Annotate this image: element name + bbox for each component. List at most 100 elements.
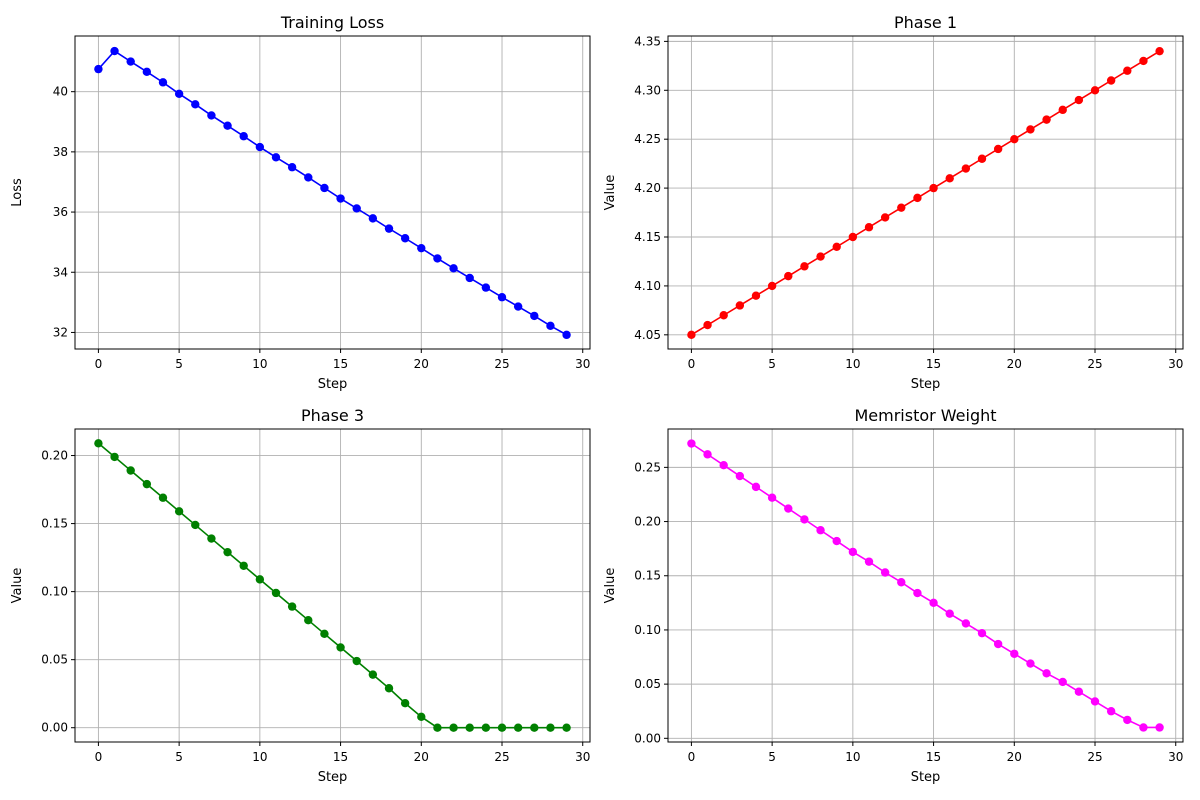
data-point (546, 723, 555, 732)
data-point (530, 723, 539, 732)
y-tick-label: 4.20 (634, 181, 661, 195)
y-tick-label: 0.05 (41, 653, 68, 667)
x-tick-label: 10 (845, 357, 860, 371)
data-point (848, 232, 858, 242)
x-tick-label: 10 (252, 750, 267, 764)
data-point (255, 142, 265, 152)
data-point (800, 515, 809, 524)
data-point (719, 311, 728, 320)
data-point (513, 302, 523, 311)
data-point (800, 262, 809, 271)
data-point (417, 712, 426, 722)
y-tick-label: 4.35 (634, 34, 661, 48)
data-point (94, 439, 103, 448)
data-point (239, 561, 248, 570)
data-point (191, 100, 200, 109)
data-point (1026, 125, 1035, 134)
data-point (977, 154, 987, 163)
y-tick-label: 0.10 (41, 585, 68, 599)
data-point (158, 78, 168, 87)
y-tick-label: 0.15 (634, 569, 661, 583)
data-point (530, 311, 539, 321)
y-tick-label: 4.25 (634, 132, 661, 146)
data-point (961, 619, 971, 628)
data-point (703, 320, 712, 330)
data-point (767, 493, 777, 502)
data-point (320, 629, 329, 639)
plot-frame (74, 428, 591, 743)
x-tick-label: 0 (95, 750, 103, 764)
x-tick-label: 15 (333, 357, 348, 371)
data-point (174, 89, 184, 98)
y-tick-label: 0.20 (634, 515, 661, 529)
data-point (207, 534, 216, 543)
data-point (929, 598, 938, 608)
chart-title: Training Loss (280, 13, 384, 32)
y-tick-label: 0.10 (634, 623, 661, 637)
data-point (897, 203, 906, 212)
data-point (751, 291, 761, 300)
data-point (1074, 95, 1084, 105)
data-point (1042, 115, 1051, 124)
series-line (97, 50, 567, 336)
data-point (993, 639, 1003, 649)
y-axis-label: Value (603, 568, 618, 604)
data-point (880, 568, 890, 577)
data-point (1123, 66, 1132, 75)
x-tick-label: 10 (252, 357, 267, 371)
chart-phase-1: 0 5 10 15 20 25 30 4.05 4.10 4.15 4.20 4.25 4.30 4.35… (603, 13, 1184, 392)
data-point (465, 273, 474, 283)
data-point (320, 183, 329, 193)
data-point (368, 670, 378, 679)
series-line (97, 442, 567, 729)
y-tick-label: 0.25 (634, 460, 661, 474)
data-point (400, 234, 410, 243)
data-point (1139, 56, 1148, 66)
data-point (368, 214, 378, 223)
y-tick-label: 4.15 (634, 230, 661, 244)
plot-frame (667, 428, 1184, 743)
y-axis-label: Loss (10, 178, 25, 207)
data-point (449, 264, 458, 273)
x-axis-label: Step (318, 770, 348, 785)
data-point (497, 723, 507, 732)
data-point (816, 252, 825, 261)
x-tick-label: 20 (414, 357, 429, 371)
data-point (913, 193, 922, 203)
data-point (945, 609, 954, 618)
y-axis-label: Value (10, 568, 25, 604)
data-point (562, 723, 571, 732)
x-tick-label: 5 (175, 357, 183, 371)
data-point (929, 183, 938, 193)
y-axis-label: Value (603, 175, 618, 211)
data-point (400, 699, 410, 708)
y-tick-label: 0.15 (41, 517, 68, 531)
data-point (142, 67, 152, 77)
data-point (1074, 687, 1084, 696)
data-point (223, 547, 232, 557)
y-tick-label: 4.05 (634, 328, 661, 342)
x-tick-label: 20 (1007, 750, 1022, 764)
data-point (207, 111, 216, 120)
y-tick-label: 38 (53, 145, 68, 159)
data-point (417, 243, 426, 253)
data-point (352, 204, 361, 213)
x-tick-label: 5 (768, 357, 776, 371)
x-tick-label: 0 (688, 750, 696, 764)
data-point (384, 224, 394, 233)
data-point (1123, 715, 1132, 725)
data-point (735, 301, 745, 310)
x-tick-label: 30 (575, 357, 590, 371)
data-point (1058, 105, 1067, 115)
data-point (271, 153, 281, 162)
data-point (719, 460, 728, 470)
data-point (126, 466, 135, 475)
data-point (897, 578, 906, 587)
y-tick-label: 34 (53, 265, 68, 279)
x-tick-label: 30 (1168, 750, 1183, 764)
x-tick-label: 30 (1168, 357, 1183, 371)
data-point (864, 223, 874, 232)
data-point (287, 163, 297, 172)
data-point (384, 684, 394, 693)
x-tick-label: 30 (575, 750, 590, 764)
